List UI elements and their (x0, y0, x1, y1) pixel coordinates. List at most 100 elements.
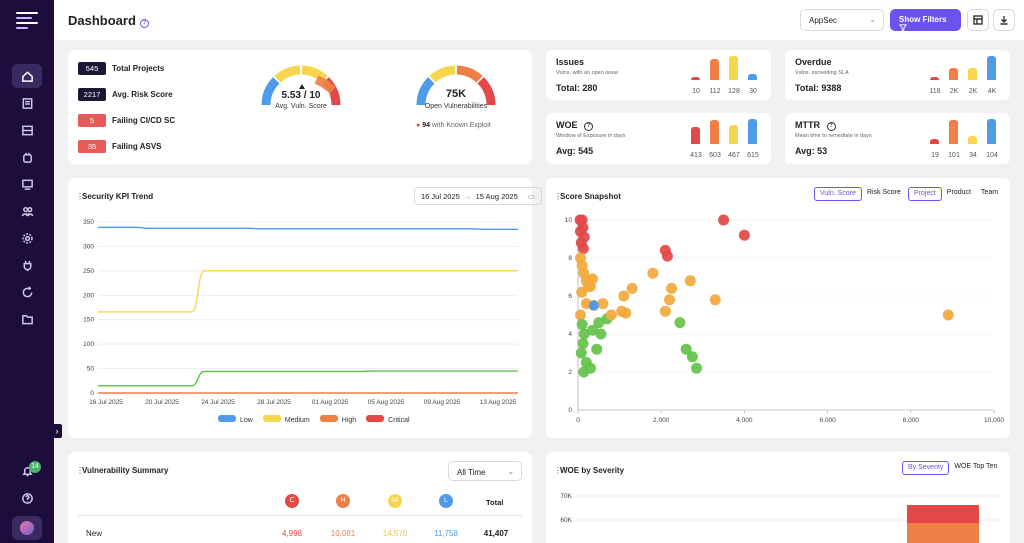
x-tick-label: 4,000 (736, 417, 753, 424)
time-range-select[interactable]: All Time ⌄ (448, 461, 522, 481)
x-tick-label: 0 (576, 417, 580, 424)
user-avatar[interactable] (12, 516, 42, 540)
help-icon[interactable] (12, 486, 42, 510)
kpi-trend-card: ⋮ Security KPI Trend 16 Jul 2025 → 15 Au… (68, 178, 542, 438)
kpi-trend-title: Security KPI Trend (82, 192, 154, 201)
metric-total: Total: 280 (556, 83, 598, 93)
metric-bar (748, 119, 757, 144)
scope-select[interactable]: AppSec ⌄ (800, 9, 884, 31)
scatter-point (942, 309, 954, 321)
sidebar-list-icon[interactable] (12, 118, 42, 142)
tab-vuln-score[interactable]: Vuln. Score (814, 187, 862, 201)
scatter-point (595, 328, 607, 340)
x-tick-label: 10,000 (984, 417, 1004, 424)
metric-bar-label: 104 (986, 152, 998, 159)
sidebar-report-icon[interactable] (12, 91, 42, 115)
calendar-icon: ▭ (527, 192, 535, 201)
y-tick: 60K (560, 517, 572, 524)
vuln-score-label: Avg. Vuln. Score (275, 103, 327, 110)
card-menu-icon[interactable]: ⋮ (76, 192, 84, 201)
scatter-point (591, 343, 603, 355)
divider (78, 515, 522, 516)
scatter-point (738, 229, 750, 241)
tab-team[interactable]: Team (980, 189, 999, 196)
y-tick-label: 0 (568, 407, 572, 414)
metric-subtitle: Window of Exposure in days (556, 133, 626, 139)
top-bar: Dashboard? AppSec ⌄ Show Filters (54, 0, 1024, 40)
scatter-point (626, 282, 638, 294)
scatter-point (686, 351, 698, 363)
download-button[interactable] (993, 9, 1015, 31)
mttr-help-icon[interactable]: ? (826, 122, 836, 131)
x-tick-label: 28 Jul 2025 (257, 399, 291, 406)
card-menu-icon[interactable]: ⋮ (554, 192, 562, 201)
metric-bar-label: 413 (690, 152, 702, 159)
sidebar-home-icon[interactable] (12, 64, 42, 88)
woe-help-icon[interactable]: ? (584, 122, 594, 131)
sidebar-plug-icon[interactable] (12, 253, 42, 277)
metric-bar-label: 603 (709, 152, 721, 159)
metric-bar (710, 59, 719, 80)
sidebar-collapse-toggle[interactable]: › (52, 424, 62, 438)
metric-bar (987, 56, 996, 80)
tab-product[interactable]: Product (946, 189, 971, 196)
y-tick-label: 2 (568, 369, 572, 376)
metric-bar (968, 68, 977, 80)
download-icon (1000, 16, 1008, 25)
overdue-card: Overdue Vulns. exceeding SLA Total: 9388… (785, 50, 1010, 100)
known-exploit-text: ● 94 with Known Exploit (416, 122, 491, 129)
scatter-point (618, 290, 630, 302)
notifications-bell-icon[interactable] (12, 459, 42, 483)
metric-bar-label: 2K (949, 88, 959, 95)
woe-severity-card: ⋮ WOE by Severity By Severity WOE Top Te… (546, 452, 1010, 543)
metric-total: Total: 9388 (795, 83, 842, 93)
metric-bar-label: 615 (747, 152, 759, 159)
scatter-point (577, 338, 589, 349)
card-menu-icon[interactable]: ⋮ (76, 466, 84, 475)
legend-item: Medium (253, 415, 310, 424)
scatter-point (691, 362, 703, 374)
metric-title: Issues (556, 57, 585, 67)
sidebar-folder-icon[interactable] (12, 307, 42, 331)
date-range-picker[interactable]: 16 Jul 2025 → 15 Aug 2025 ▭ (414, 187, 542, 205)
sidebar-settings-icon[interactable] (12, 226, 42, 250)
sidebar-monitor-icon[interactable] (12, 172, 42, 196)
sidebar-refresh-icon[interactable] (12, 280, 42, 304)
group-toggle: Project Product Team (908, 187, 1003, 201)
metric-subtitle: Vulns. with an open issue (556, 70, 619, 76)
tab-risk-score[interactable]: Risk Score (866, 189, 901, 196)
vuln-score-value: 5.53 / 10 (281, 90, 321, 101)
scatter-point (620, 307, 632, 319)
layout-button[interactable] (967, 9, 989, 31)
metric-subtitle: Mean time to remediate in days (795, 133, 872, 139)
kpi-avg-risk-score: 2217 Avg. Risk Score (78, 88, 173, 101)
woe-card: WOE ? Window of Exposure in days Avg: 54… (546, 113, 771, 164)
critical-severity-badge: C (285, 494, 299, 508)
sidebar-users-icon[interactable] (12, 199, 42, 223)
metric-bar (710, 119, 719, 144)
y-tick-label: 100 (83, 341, 94, 348)
sidebar-bug-icon[interactable] (12, 145, 42, 169)
scatter-point (576, 286, 588, 298)
card-menu-icon[interactable]: ⋮ (554, 466, 562, 475)
tab-project[interactable]: Project (908, 187, 942, 201)
show-filters-button[interactable]: Show Filters (890, 9, 961, 32)
title-help-icon[interactable]: ? (139, 19, 149, 28)
scatter-point (659, 305, 671, 317)
issues-card: Issues Vulns. with an open issue Total: … (546, 50, 771, 100)
metric-bar (729, 125, 738, 144)
series-line-critical (98, 370, 518, 387)
score-scatter-chart: 0 2 4 6 8 10 0 2,000 4,000 6,000 8,000 10,000 (565, 214, 1004, 424)
tab-woe-top-ten[interactable]: WOE Top Ten (954, 463, 998, 470)
metric-total: Avg: 545 (556, 146, 594, 156)
chevron-down-icon: ⌄ (507, 467, 514, 476)
metric-bar (949, 119, 958, 144)
notification-count-badge: 14 (29, 461, 41, 473)
open-vuln-label: Open Vulnerabilities (424, 103, 488, 110)
metric-bar (930, 139, 939, 144)
tab-by-severity[interactable]: By Severity (902, 461, 950, 475)
kpi-trend-legend: Low Medium High Critical (208, 415, 410, 424)
metric-bar-label: 34 (969, 152, 977, 159)
logo-icon[interactable] (16, 12, 38, 30)
new-low-count: 11,758 (434, 529, 458, 538)
